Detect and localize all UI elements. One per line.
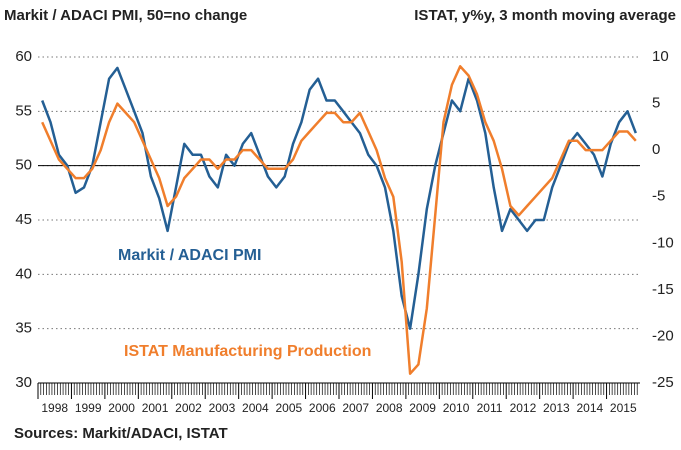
y2-tick-label: 0	[652, 141, 660, 158]
y2-tick-label: -15	[652, 281, 674, 298]
y-tick-label: 35	[15, 320, 32, 337]
x-tick-label: 1998	[41, 401, 68, 415]
series-label: Markit / ADACI PMI	[118, 247, 261, 264]
y-tick-label: 50	[15, 157, 32, 174]
chart-subtitle: ISTAT, y%y, 3 month moving average	[414, 7, 676, 24]
x-tick-label: 2013	[543, 401, 570, 415]
series-line	[41, 65, 637, 375]
x-tick-label: 2003	[209, 401, 236, 415]
y2-tick-label: 10	[652, 48, 669, 65]
source: Sources: Markit/ADACI, ISTAT	[14, 425, 228, 442]
x-tick-label: 2014	[576, 401, 603, 415]
x-tick-label: 2004	[242, 401, 269, 415]
x-tick-label: 2012	[510, 401, 537, 415]
x-tick-label: 2007	[342, 401, 369, 415]
x-tick-label: 2001	[142, 401, 169, 415]
chart-title: Markit / ADACI PMI, 50=no change	[4, 7, 247, 24]
x-tick-label: 2009	[409, 401, 436, 415]
series-line	[41, 66, 637, 330]
y-tick-label: 45	[15, 211, 32, 228]
x-tick-label: 2005	[275, 401, 302, 415]
y2-tick-label: -25	[652, 374, 674, 391]
x-tick-label: 2008	[376, 401, 403, 415]
y-tick-label: 40	[15, 265, 32, 282]
x-tick-label: 1999	[75, 401, 102, 415]
x-tick-label: 2006	[309, 401, 336, 415]
y-tick-label: 55	[15, 102, 32, 119]
y2-tick-label: -5	[652, 188, 665, 205]
y-tick-label: 60	[15, 48, 32, 65]
x-tick-label: 2010	[443, 401, 470, 415]
x-tick-label: 2015	[610, 401, 637, 415]
y2-tick-label: -10	[652, 234, 674, 251]
y2-tick-label: -20	[652, 327, 674, 344]
series-label: ISTAT Manufacturing Production	[124, 343, 371, 360]
x-tick-label: 2011	[477, 401, 503, 415]
x-tick-label: 2000	[108, 401, 135, 415]
x-tick-label: 2002	[175, 401, 202, 415]
y-tick-label: 30	[15, 374, 32, 391]
y2-tick-label: 5	[652, 95, 660, 112]
